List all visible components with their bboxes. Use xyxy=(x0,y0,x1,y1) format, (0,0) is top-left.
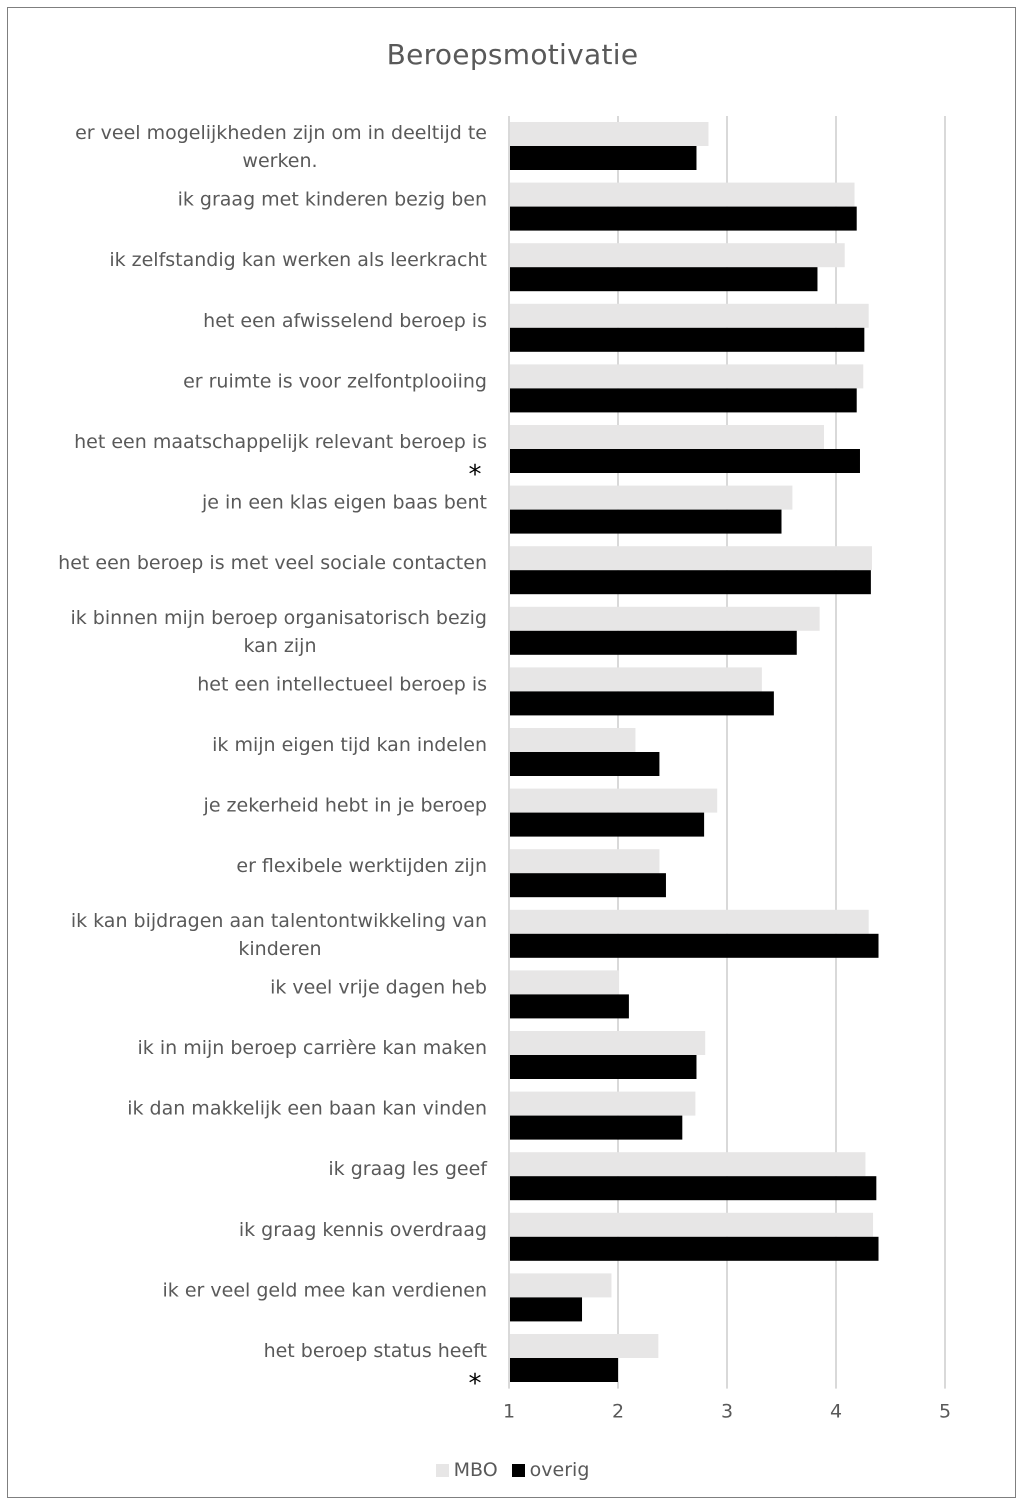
legend-label-overig: overig xyxy=(529,1459,590,1481)
bar-overig xyxy=(509,1176,877,1201)
legend-swatch-mbo xyxy=(435,1463,449,1477)
category-label: het een beroep is met veel sociale conta… xyxy=(58,552,487,574)
category-label: ik zelfstandig kan werken als leerkracht xyxy=(109,249,487,271)
category-label: er flexibele werktijden zijn xyxy=(236,855,487,877)
bar-overig xyxy=(509,1236,879,1261)
bar-mbo xyxy=(509,909,869,934)
category-label: er veel mogelijkheden zijn om in deeltij… xyxy=(75,122,487,144)
category-label: kinderen xyxy=(238,938,321,960)
category-label: ik mijn eigen tijd kan indelen xyxy=(212,734,487,756)
category-label: ik graag les geef xyxy=(328,1158,488,1180)
bar-overig xyxy=(509,873,666,898)
bar-mbo xyxy=(509,788,718,813)
x-tick-label: 2 xyxy=(612,1401,624,1423)
bar-overig xyxy=(509,630,797,655)
bar-mbo xyxy=(509,303,869,328)
category-label: kan zijn xyxy=(244,635,317,657)
legend-swatch-overig xyxy=(511,1463,525,1477)
bar-overig xyxy=(509,1115,683,1140)
bar-mbo xyxy=(509,728,636,752)
bar-overig xyxy=(509,691,774,716)
bar-mbo xyxy=(509,546,872,571)
bar-mbo xyxy=(509,667,762,692)
category-label: ik kan bijdragen aan talentontwikkeling … xyxy=(71,910,487,932)
category-label: het een maatschappelijk relevant beroep … xyxy=(74,431,487,453)
bar-mbo xyxy=(509,1031,706,1055)
bar-overig xyxy=(509,994,629,1019)
x-tick-label: 4 xyxy=(830,1401,842,1423)
category-label: het een intellectueel beroep is xyxy=(197,673,487,695)
legend-item-overig: overig xyxy=(511,1459,590,1481)
bar-overig xyxy=(509,388,857,413)
category-label: het een afwisselend beroep is xyxy=(203,310,487,332)
bar-mbo xyxy=(509,849,660,874)
bar-mbo xyxy=(509,485,793,510)
bar-overig xyxy=(509,1358,618,1382)
significance-mark: * xyxy=(469,1369,482,1399)
bar-mbo xyxy=(509,122,709,146)
category-label: ik er veel geld mee kan verdienen xyxy=(163,1279,487,1301)
bar-overig xyxy=(509,570,871,595)
category-label: je zekerheid hebt in je beroep xyxy=(203,795,487,817)
legend-item-mbo: MBO xyxy=(435,1459,498,1481)
category-label: ik binnen mijn beroep organisatorisch be… xyxy=(70,607,487,629)
bar-mbo xyxy=(509,606,820,631)
bar-mbo xyxy=(509,364,864,389)
category-label: ik graag kennis overdraag xyxy=(239,1219,487,1241)
bar-mbo xyxy=(509,970,620,995)
significance-mark: * xyxy=(469,460,482,490)
bar-overig xyxy=(509,206,857,231)
bar-overig xyxy=(509,933,879,958)
bar-overig xyxy=(509,509,782,534)
legend-label-mbo: MBO xyxy=(453,1459,498,1481)
bar-overig xyxy=(509,146,697,170)
category-label: het beroep status heeft xyxy=(264,1340,487,1362)
bar-mbo xyxy=(509,1334,659,1358)
bar-overig xyxy=(509,449,860,473)
bar-mbo xyxy=(509,1152,866,1177)
category-label: ik graag met kinderen bezig ben xyxy=(178,189,487,211)
x-tick-label: 5 xyxy=(939,1401,951,1423)
legend: MBO overig xyxy=(0,1459,1025,1481)
bar-overig xyxy=(509,752,660,776)
category-label: je in een klas eigen baas bent xyxy=(201,492,487,514)
category-label: werken. xyxy=(242,150,317,172)
bar-mbo xyxy=(509,182,855,207)
category-label: er ruimte is voor zelfontplooiing xyxy=(183,370,487,392)
bar-overig xyxy=(509,812,705,837)
bar-mbo xyxy=(509,1091,696,1116)
category-label: ik dan makkelijk een baan kan vinden xyxy=(127,1098,487,1120)
category-label: ik veel vrije dagen heb xyxy=(270,976,487,998)
bar-overig xyxy=(509,327,865,352)
bar-mbo xyxy=(509,1273,612,1298)
bar-overig xyxy=(509,267,818,292)
x-tick-label: 3 xyxy=(721,1401,733,1423)
x-tick-label: 1 xyxy=(503,1401,515,1423)
category-label: ik in mijn beroep carrière kan maken xyxy=(138,1037,487,1059)
chart-title: Beroepsmotivatie xyxy=(386,38,639,71)
bar-mbo xyxy=(509,1212,874,1237)
bar-overig xyxy=(509,1297,583,1322)
bar-mbo xyxy=(509,425,825,449)
bar-overig xyxy=(509,1055,697,1079)
bar-mbo xyxy=(509,243,845,268)
